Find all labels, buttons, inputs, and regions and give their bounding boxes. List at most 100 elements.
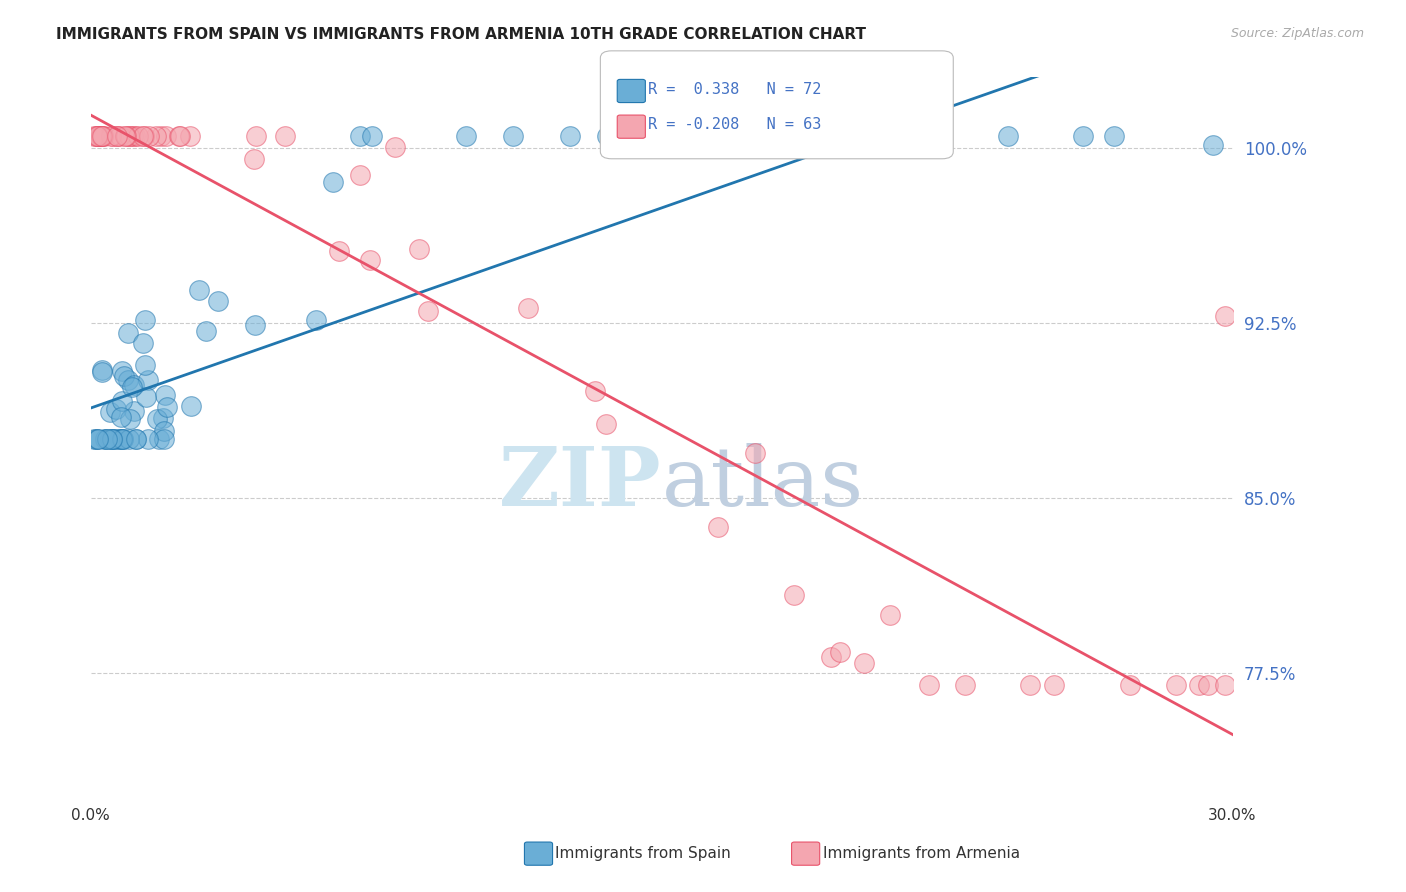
Point xyxy=(111,394,134,409)
Point xyxy=(852,657,875,671)
Point xyxy=(122,403,145,417)
Point xyxy=(118,433,141,447)
Point xyxy=(153,388,176,402)
Point xyxy=(1119,678,1142,692)
Point xyxy=(108,433,131,447)
Point xyxy=(907,128,929,143)
Point xyxy=(814,128,837,143)
Point xyxy=(122,128,145,143)
Text: IMMIGRANTS FROM SPAIN VS IMMIGRANTS FROM ARMENIA 10TH GRADE CORRELATION CHART: IMMIGRANTS FROM SPAIN VS IMMIGRANTS FROM… xyxy=(56,27,866,42)
Point xyxy=(86,433,108,447)
Point xyxy=(179,128,201,143)
Point xyxy=(121,380,143,394)
Point xyxy=(911,128,934,143)
Point xyxy=(100,433,122,447)
Text: Immigrants from Armenia: Immigrants from Armenia xyxy=(823,847,1019,861)
Point xyxy=(416,304,439,318)
Point xyxy=(1102,128,1125,143)
Point xyxy=(135,391,157,405)
Point xyxy=(349,169,371,183)
Point xyxy=(87,128,110,143)
Point xyxy=(707,520,730,534)
Point xyxy=(245,128,267,143)
Point xyxy=(918,128,941,143)
Point xyxy=(1213,678,1236,692)
Point xyxy=(145,412,167,426)
Point xyxy=(305,313,328,327)
Point xyxy=(105,401,128,416)
Point xyxy=(1202,138,1225,153)
Point xyxy=(100,128,122,143)
Point xyxy=(148,433,170,447)
Point xyxy=(152,433,174,447)
Point xyxy=(86,128,108,143)
Point xyxy=(91,128,114,143)
Point xyxy=(865,128,887,143)
Point xyxy=(1042,678,1064,692)
Point xyxy=(87,128,110,143)
Text: Immigrants from Spain: Immigrants from Spain xyxy=(555,847,731,861)
Point xyxy=(127,128,149,143)
Text: atlas: atlas xyxy=(662,443,863,523)
Text: Source: ZipAtlas.com: Source: ZipAtlas.com xyxy=(1230,27,1364,40)
Point xyxy=(560,128,582,143)
Point xyxy=(101,433,124,447)
Point xyxy=(408,242,430,256)
Point xyxy=(755,128,778,143)
Point xyxy=(132,128,155,143)
Point xyxy=(111,433,134,447)
Point xyxy=(104,433,127,447)
Point xyxy=(194,324,217,338)
Point xyxy=(134,313,156,327)
Point xyxy=(454,128,477,143)
Point xyxy=(120,412,142,426)
Point xyxy=(90,128,112,143)
Text: ZIP: ZIP xyxy=(499,443,662,523)
Point xyxy=(1071,128,1094,143)
Point xyxy=(153,425,176,439)
Point xyxy=(117,373,139,387)
Point xyxy=(98,405,121,419)
Point xyxy=(132,335,155,350)
Point xyxy=(105,128,128,143)
Point xyxy=(328,244,350,259)
Text: R =  0.338   N = 72: R = 0.338 N = 72 xyxy=(648,82,821,96)
Point xyxy=(124,433,146,447)
Point xyxy=(169,128,191,143)
Point xyxy=(156,400,179,414)
Point xyxy=(274,128,297,143)
Point xyxy=(359,253,381,268)
Point xyxy=(83,433,105,447)
Point xyxy=(90,365,112,379)
Point xyxy=(828,645,851,659)
Point xyxy=(136,433,159,447)
Point xyxy=(242,152,264,166)
Point xyxy=(596,128,619,143)
Point xyxy=(111,364,134,378)
Point xyxy=(111,433,134,447)
Point xyxy=(117,326,139,340)
Point xyxy=(207,294,229,309)
Point xyxy=(101,433,124,447)
Point xyxy=(918,678,941,692)
Point xyxy=(145,128,167,143)
Point xyxy=(1164,678,1187,692)
Point xyxy=(827,128,849,143)
Point xyxy=(180,399,202,413)
Point xyxy=(108,433,131,447)
Point xyxy=(94,433,117,447)
Point xyxy=(502,128,524,143)
Point xyxy=(89,128,111,143)
Point xyxy=(114,128,136,143)
Point xyxy=(744,446,766,460)
Point xyxy=(84,433,107,447)
Point xyxy=(124,128,146,143)
Point xyxy=(110,410,132,425)
Point xyxy=(595,417,617,431)
Point xyxy=(87,128,110,143)
Point xyxy=(136,373,159,387)
Point xyxy=(89,128,111,143)
Point xyxy=(125,433,148,447)
Point xyxy=(108,128,131,143)
Point xyxy=(997,128,1019,143)
